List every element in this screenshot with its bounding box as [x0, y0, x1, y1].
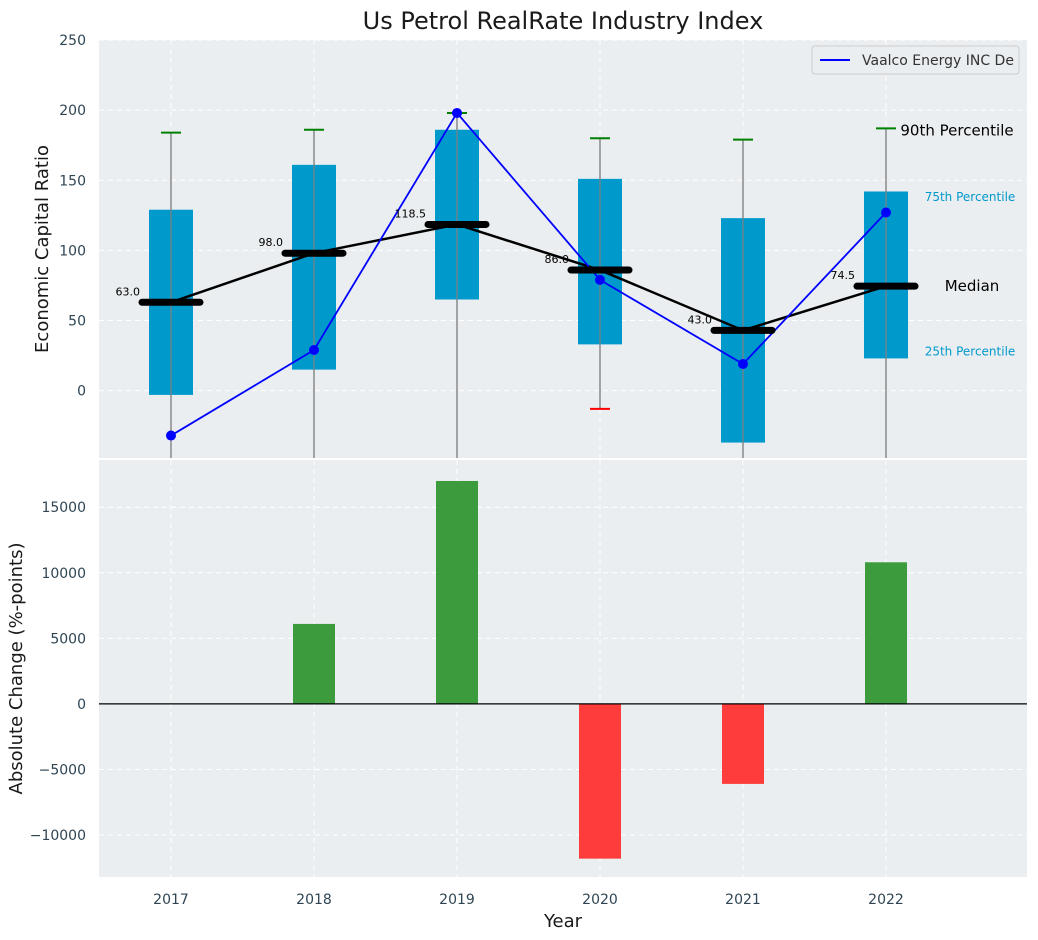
series-point [738, 359, 748, 370]
top-y-tick-label: 50 [68, 314, 86, 330]
series-point [595, 274, 605, 285]
bottom-y-tick-label: 5000 [50, 631, 86, 647]
change-bar [865, 562, 907, 704]
x-tick-label: 2022 [868, 892, 904, 908]
x-axis-label: Year [543, 911, 583, 932]
top-y-tick-label: 250 [59, 33, 86, 49]
legend-label: Vaalco Energy INC De [862, 53, 1014, 69]
top-panel: 0 50 100 150 200 250 Economic Capital Ratio 63.… [32, 33, 1027, 458]
x-tick-label: 2019 [439, 892, 475, 908]
median-value-label: 63.0 [116, 285, 141, 298]
top-y-axis-label: Economic Capital Ratio [32, 145, 53, 353]
bottom-y-axis-label: Absolute Change (%-points) [6, 543, 27, 795]
median-value-label: 98.0 [259, 236, 284, 249]
legend-box [811, 45, 1020, 75]
median-value-label: 43.0 [688, 313, 713, 326]
bottom-y-tick-label: 0 [77, 697, 86, 713]
change-bar [722, 703, 764, 784]
bottom-y-tick-label: −5000 [39, 762, 86, 778]
legend: Vaalco Energy INC De [811, 45, 1020, 75]
annotation-p25: 25th Percentile [925, 344, 1016, 358]
bottom-y-tick-label: 10000 [41, 566, 86, 582]
x-tick-label: 2020 [582, 892, 618, 908]
top-y-tick-label: 200 [59, 103, 86, 119]
change-bar [293, 623, 335, 704]
series-point [309, 344, 319, 355]
top-y-tick-label: 150 [59, 173, 86, 189]
x-tick-label: 2017 [153, 892, 189, 908]
x-tick-label: 2018 [296, 892, 332, 908]
median-value-label: 74.5 [831, 269, 856, 282]
bottom-panel: −10000 −5000 0 5000 10000 15000 2017 2018 2019 20… [6, 460, 1027, 932]
top-y-tick-label: 100 [59, 243, 86, 259]
median-value-label: 86.0 [545, 253, 570, 266]
series-line [170, 111, 887, 437]
series-point [452, 107, 462, 118]
median-trend-line [170, 223, 887, 332]
top-y-tick-label: 0 [77, 384, 86, 400]
annotation-median: Median [945, 277, 1000, 295]
median-value-label: 118.5 [395, 207, 427, 220]
change-bar [579, 703, 621, 859]
bottom-y-tick-label: 15000 [41, 500, 86, 516]
bottom-y-tick-label: −10000 [30, 828, 86, 844]
annotation-p90: 90th Percentile [900, 121, 1013, 139]
chart-title: Us Petrol RealRate Industry Index [363, 7, 764, 35]
change-bar [436, 480, 478, 704]
annotation-p75: 75th Percentile [925, 190, 1016, 204]
series-point [881, 207, 891, 218]
series-point [166, 430, 176, 441]
x-tick-label: 2021 [725, 892, 761, 908]
